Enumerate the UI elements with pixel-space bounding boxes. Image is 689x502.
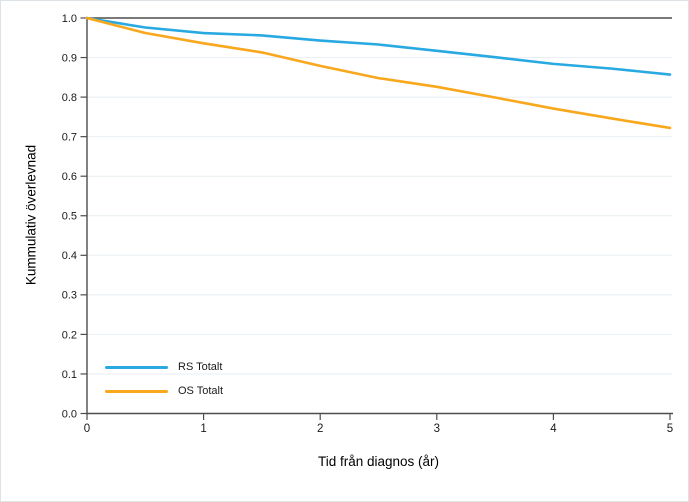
- x-axis-title: Tid från diagnos (år): [317, 454, 440, 469]
- y-tick-label: 0.9: [62, 52, 77, 64]
- y-tick-label: 0.3: [62, 290, 77, 302]
- y-tick-label: 0.5: [62, 211, 77, 223]
- legend-item: OS Totalt: [105, 381, 223, 401]
- y-tick-label: 0.8: [62, 92, 77, 104]
- series-line-rs-totalt: [85, 16, 672, 76]
- y-tick-label: 0.2: [62, 329, 77, 341]
- x-tick-label: 2: [317, 423, 323, 435]
- legend-swatch-line: [105, 365, 168, 369]
- series-line-os-totalt: [85, 16, 672, 130]
- x-tick-label: 0: [84, 423, 90, 435]
- y-axis-title: Kummulativ överlevnad: [23, 144, 39, 286]
- y-tick-label: 0.6: [62, 171, 77, 183]
- legend: RS Totalt OS Totalt: [105, 357, 223, 405]
- x-tick-label: 3: [434, 423, 440, 435]
- y-tick-label: 0.0: [62, 408, 77, 420]
- x-tick-label: 1: [200, 423, 206, 435]
- x-tick-label: 4: [550, 423, 557, 435]
- x-tick-label: 5: [667, 423, 673, 435]
- legend-item: RS Totalt: [105, 357, 223, 377]
- y-tick-label: 0.4: [62, 250, 77, 262]
- y-tick-label: 0.1: [62, 369, 77, 381]
- y-tick-label: 0.7: [62, 132, 77, 144]
- legend-label: RS Totalt: [178, 360, 223, 373]
- y-tick-label: 1.0: [62, 13, 77, 25]
- legend-label: OS Totalt: [178, 384, 224, 397]
- legend-swatch-line: [105, 389, 168, 393]
